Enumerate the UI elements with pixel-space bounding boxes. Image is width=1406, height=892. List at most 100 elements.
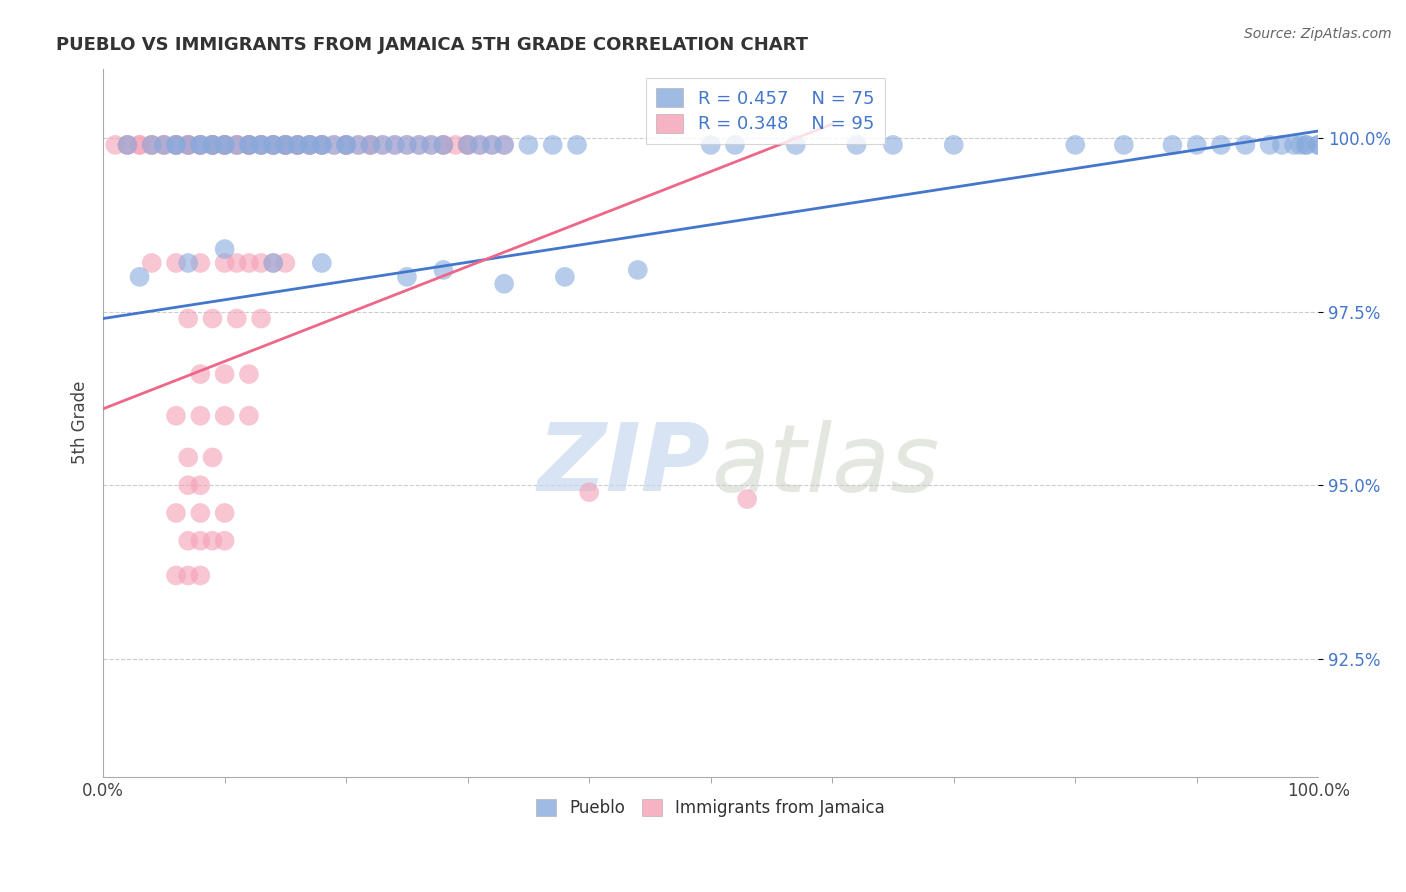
Point [699,137,721,152]
Point [128,137,150,152]
Point [1185,137,1208,152]
Point [262,137,284,152]
Point [214,506,236,520]
Point [128,137,150,152]
Legend: Pueblo, Immigrants from Jamaica: Pueblo, Immigrants from Jamaica [527,790,894,825]
Point [408,137,430,152]
Point [262,256,284,270]
Point [238,137,260,152]
Point [785,137,807,152]
Point [274,256,297,270]
Point [395,137,418,152]
Point [153,137,176,152]
Point [238,409,260,423]
Point [165,256,187,270]
Point [165,137,187,152]
Point [420,137,443,152]
Point [214,242,236,256]
Point [274,137,297,152]
Point [311,137,333,152]
Point [494,277,516,291]
Point [262,137,284,152]
Point [457,137,479,152]
Point [201,137,224,152]
Point [250,256,273,270]
Point [188,478,211,492]
Point [188,506,211,520]
Point [287,137,309,152]
Point [238,137,260,152]
Point [225,137,247,152]
Point [177,256,200,270]
Point [882,137,904,152]
Text: Source: ZipAtlas.com: Source: ZipAtlas.com [1244,27,1392,41]
Point [371,137,394,152]
Point [432,137,454,152]
Point [298,137,321,152]
Point [188,533,211,548]
Point [238,256,260,270]
Point [298,137,321,152]
Point [104,137,127,152]
Point [481,137,503,152]
Point [494,137,516,152]
Point [238,137,260,152]
Point [201,137,224,152]
Point [177,311,200,326]
Point [554,269,576,284]
Point [1271,137,1294,152]
Point [347,137,370,152]
Point [432,137,454,152]
Point [141,137,163,152]
Point [1308,137,1330,152]
Point [188,568,211,582]
Point [117,137,139,152]
Point [225,311,247,326]
Point [214,367,236,381]
Point [432,137,454,152]
Point [117,137,139,152]
Point [188,367,211,381]
Point [214,137,236,152]
Point [165,568,187,582]
Point [457,137,479,152]
Point [177,568,200,582]
Point [177,137,200,152]
Point [141,256,163,270]
Point [238,137,260,152]
Point [845,137,868,152]
Point [250,137,273,152]
Point [225,256,247,270]
Point [250,137,273,152]
Point [323,137,346,152]
Point [395,269,418,284]
Point [1161,137,1184,152]
Point [201,137,224,152]
Point [274,137,297,152]
Point [274,137,297,152]
Point [298,137,321,152]
Point [177,137,200,152]
Point [274,137,297,152]
Point [201,137,224,152]
Point [311,256,333,270]
Point [177,450,200,465]
Point [298,137,321,152]
Point [1112,137,1135,152]
Point [384,137,406,152]
Point [335,137,357,152]
Point [942,137,965,152]
Point [347,137,370,152]
Point [724,137,747,152]
Point [262,137,284,152]
Point [201,450,224,465]
Point [214,137,236,152]
Point [153,137,176,152]
Point [494,137,516,152]
Point [408,137,430,152]
Y-axis label: 5th Grade: 5th Grade [72,381,89,465]
Point [214,409,236,423]
Point [1289,137,1312,152]
Point [287,137,309,152]
Point [565,137,588,152]
